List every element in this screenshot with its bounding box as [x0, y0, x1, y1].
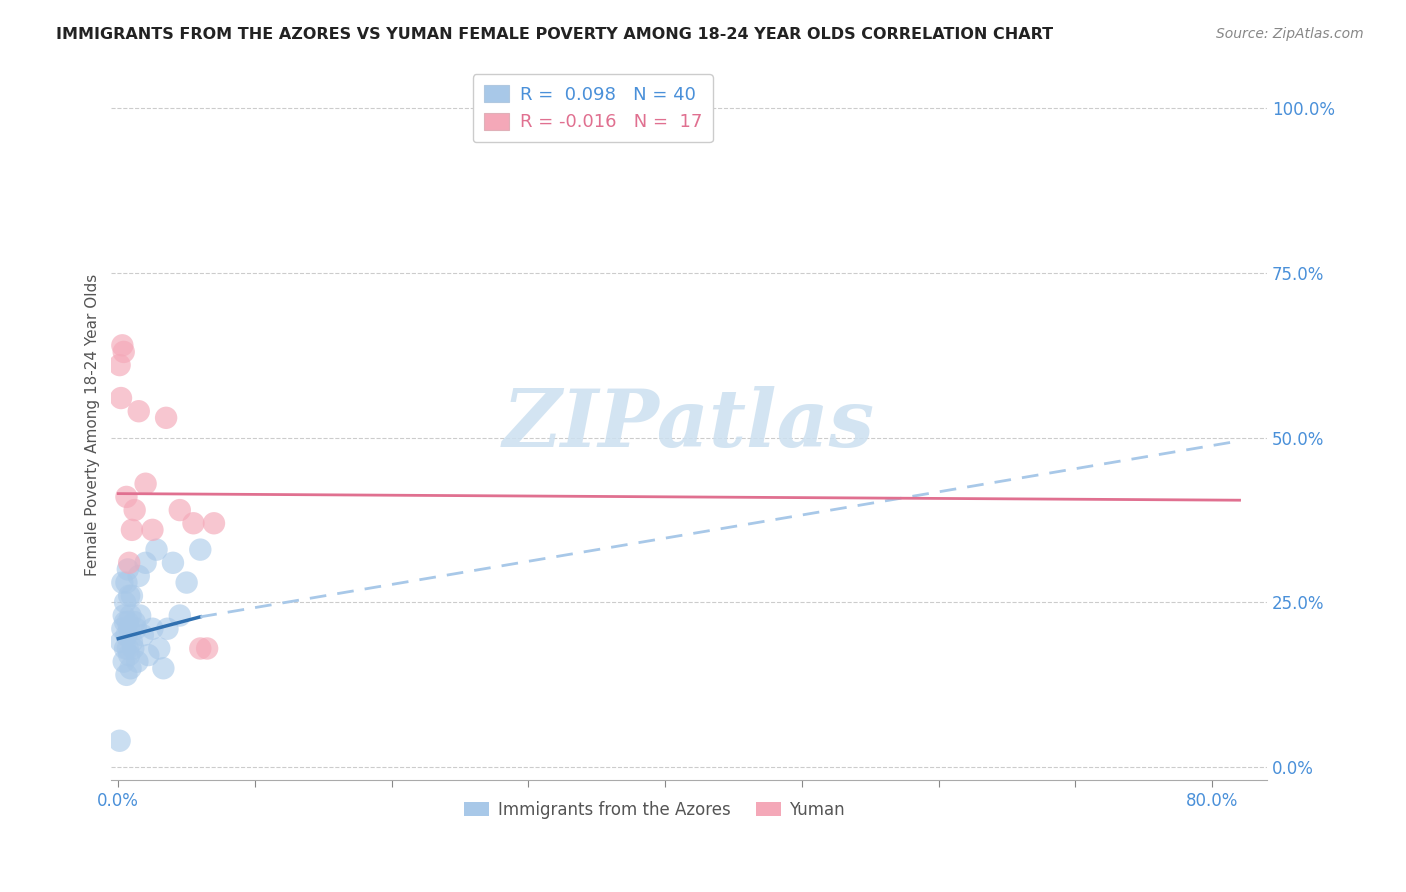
Point	[183, 516, 205, 531]
Point	[118, 648, 141, 662]
Point	[136, 648, 159, 662]
Point	[118, 589, 141, 603]
Point	[108, 358, 131, 372]
Point	[121, 635, 143, 649]
Point	[122, 641, 145, 656]
Point	[121, 523, 143, 537]
Point	[188, 641, 211, 656]
Point	[148, 641, 170, 656]
Point	[114, 641, 136, 656]
Point	[111, 575, 134, 590]
Point	[125, 622, 148, 636]
Point	[118, 556, 141, 570]
Point	[202, 516, 225, 531]
Point	[108, 733, 131, 747]
Text: ZIPatlas: ZIPatlas	[503, 385, 875, 463]
Point	[128, 569, 150, 583]
Point	[141, 523, 163, 537]
Point	[114, 615, 136, 629]
Text: Source: ZipAtlas.com: Source: ZipAtlas.com	[1216, 27, 1364, 41]
Point	[115, 628, 138, 642]
Point	[127, 655, 149, 669]
Point	[110, 391, 132, 405]
Point	[112, 345, 135, 359]
Point	[117, 562, 139, 576]
Legend: Immigrants from the Azores, Yuman: Immigrants from the Azores, Yuman	[458, 794, 851, 825]
Point	[124, 615, 146, 629]
Point	[169, 503, 191, 517]
Point	[124, 503, 146, 517]
Point	[129, 608, 152, 623]
Point	[118, 622, 141, 636]
Point	[112, 608, 135, 623]
Point	[117, 641, 139, 656]
Point	[120, 608, 142, 623]
Point	[128, 404, 150, 418]
Point	[111, 338, 134, 352]
Point	[141, 622, 163, 636]
Point	[145, 542, 167, 557]
Point	[176, 575, 198, 590]
Point	[121, 589, 143, 603]
Point	[115, 668, 138, 682]
Point	[115, 575, 138, 590]
Point	[169, 608, 191, 623]
Point	[120, 661, 142, 675]
Point	[112, 655, 135, 669]
Point	[117, 615, 139, 629]
Point	[188, 542, 211, 557]
Text: IMMIGRANTS FROM THE AZORES VS YUMAN FEMALE POVERTY AMONG 18-24 YEAR OLDS CORRELA: IMMIGRANTS FROM THE AZORES VS YUMAN FEMA…	[56, 27, 1053, 42]
Point	[155, 410, 177, 425]
Y-axis label: Female Poverty Among 18-24 Year Olds: Female Poverty Among 18-24 Year Olds	[86, 273, 100, 575]
Point	[114, 595, 136, 609]
Point	[135, 476, 157, 491]
Point	[156, 622, 179, 636]
Point	[132, 628, 155, 642]
Point	[152, 661, 174, 675]
Point	[115, 490, 138, 504]
Point	[195, 641, 218, 656]
Point	[135, 556, 157, 570]
Point	[110, 635, 132, 649]
Point	[111, 622, 134, 636]
Point	[162, 556, 184, 570]
